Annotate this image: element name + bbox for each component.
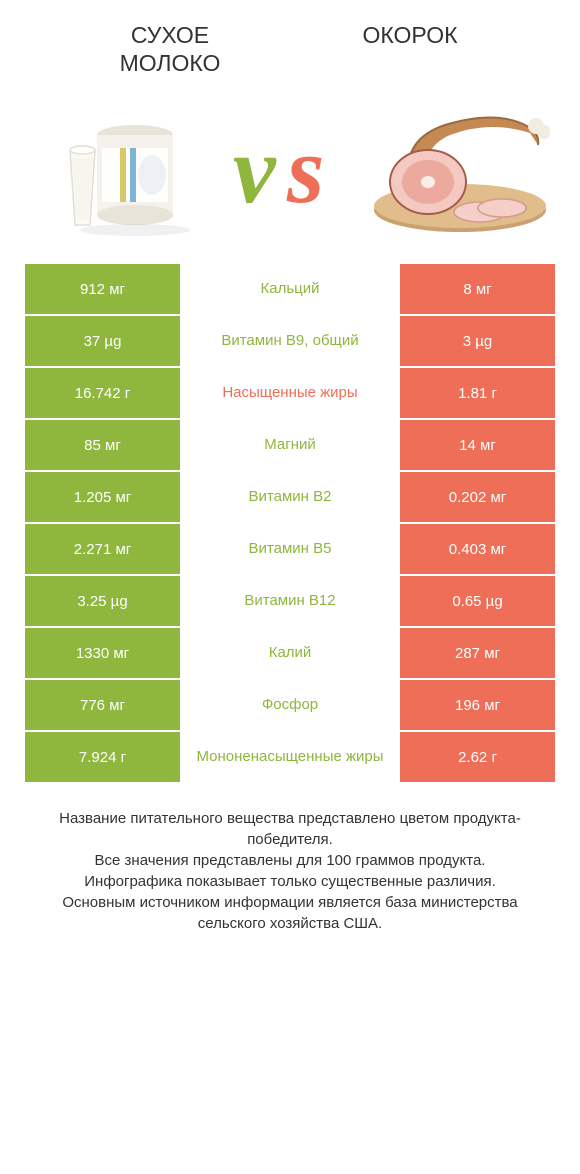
table-row: 3.25 µgВитамин B120.65 µg (25, 576, 555, 628)
vs-graphic: v s (225, 110, 355, 230)
table-row: 7.924 гМононенасыщенные жиры2.62 г (25, 732, 555, 784)
left-value-cell: 37 µg (25, 316, 180, 366)
right-value-cell: 196 мг (400, 680, 555, 730)
right-value-cell: 1.81 г (400, 368, 555, 418)
left-value-cell: 1.205 мг (25, 472, 180, 522)
images-row: v s (0, 81, 580, 264)
left-value-cell: 1330 мг (25, 628, 180, 678)
milk-icon (40, 90, 200, 250)
left-value-cell: 3.25 µg (25, 576, 180, 626)
nutrient-label-cell: Фосфор (180, 680, 400, 730)
footer-line: Все значения представлены для 100 граммо… (30, 850, 550, 871)
left-value-cell: 7.924 г (25, 732, 180, 782)
footer-line: Название питательного вещества представл… (30, 808, 550, 850)
right-value-cell: 0.202 мг (400, 472, 555, 522)
nutrient-label-cell: Насыщенные жиры (180, 368, 400, 418)
nutrient-label-cell: Кальций (180, 264, 400, 314)
ham-icon (370, 90, 550, 250)
table-row: 16.742 гНасыщенные жиры1.81 г (25, 368, 555, 420)
right-value-cell: 2.62 г (400, 732, 555, 782)
table-row: 1.205 мгВитамин B20.202 мг (25, 472, 555, 524)
nutrient-label-cell: Витамин B2 (180, 472, 400, 522)
left-product-image (30, 87, 210, 252)
right-value-cell: 14 мг (400, 420, 555, 470)
nutrient-label-cell: Витамин B9, общий (180, 316, 400, 366)
table-row: 37 µgВитамин B9, общий3 µg (25, 316, 555, 368)
right-value-cell: 0.65 µg (400, 576, 555, 626)
svg-text:s: s (286, 116, 324, 223)
vs-icon: v s (225, 110, 355, 230)
left-product-title: Сухоемолоко (40, 22, 290, 77)
right-value-cell: 8 мг (400, 264, 555, 314)
left-value-cell: 85 мг (25, 420, 180, 470)
table-row: 1330 мгКалий287 мг (25, 628, 555, 680)
footer-line: Инфографика показывает только существенн… (30, 871, 550, 892)
nutrient-label-cell: Витамин B5 (180, 524, 400, 574)
nutrient-label-cell: Витамин B12 (180, 576, 400, 626)
nutrient-label-cell: Калий (180, 628, 400, 678)
right-value-cell: 0.403 мг (400, 524, 555, 574)
svg-text:v: v (233, 116, 277, 223)
left-value-cell: 16.742 г (25, 368, 180, 418)
table-row: 912 мгКальций8 мг (25, 264, 555, 316)
nutrient-label-cell: Мононенасыщенные жиры (180, 732, 400, 782)
left-value-cell: 776 мг (25, 680, 180, 730)
table-row: 776 мгФосфор196 мг (25, 680, 555, 732)
footer-line: Основным источником информации является … (30, 892, 550, 934)
left-value-cell: 912 мг (25, 264, 180, 314)
footer-text: Название питательного вещества представл… (0, 784, 580, 934)
comparison-table: 912 мгКальций8 мг37 µgВитамин B9, общий3… (25, 264, 555, 784)
table-row: 85 мгМагний14 мг (25, 420, 555, 472)
table-row: 2.271 мгВитамин B50.403 мг (25, 524, 555, 576)
right-value-cell: 3 µg (400, 316, 555, 366)
right-product-image (370, 87, 550, 252)
nutrient-label-cell: Магний (180, 420, 400, 470)
right-product-title: Окорок (290, 22, 540, 50)
left-value-cell: 2.271 мг (25, 524, 180, 574)
header: Сухоемолоко Окорок (0, 0, 580, 81)
right-value-cell: 287 мг (400, 628, 555, 678)
